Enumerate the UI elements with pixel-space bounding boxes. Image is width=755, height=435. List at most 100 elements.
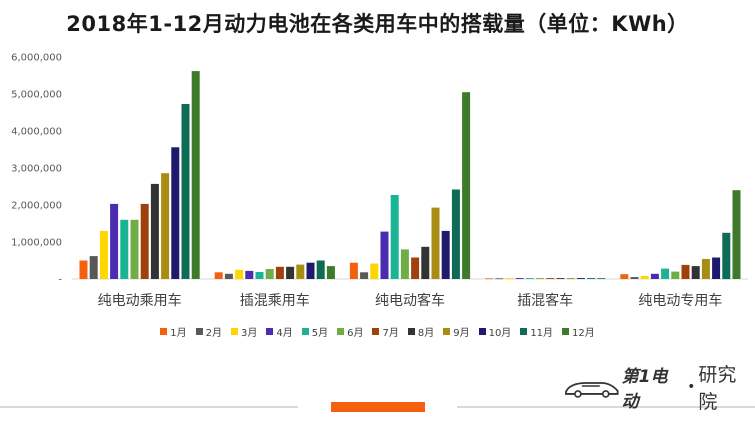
legend-item: 4月 bbox=[266, 324, 293, 339]
bar bbox=[421, 246, 430, 279]
y-tick-label: 5,000,000 bbox=[11, 90, 62, 101]
bar bbox=[630, 277, 639, 279]
legend-label: 4月 bbox=[276, 327, 293, 339]
legend-swatch bbox=[160, 327, 168, 335]
bar bbox=[390, 195, 399, 279]
legend-label: 12月 bbox=[572, 327, 595, 339]
bar bbox=[306, 262, 315, 279]
y-tick-label: 1,000,000 bbox=[11, 238, 62, 249]
bar bbox=[181, 104, 190, 279]
bar bbox=[495, 278, 504, 280]
bar bbox=[140, 203, 149, 279]
legend-item: 11月 bbox=[520, 324, 553, 339]
legend-label: 6月 bbox=[347, 327, 364, 339]
legend-item: 2月 bbox=[195, 324, 222, 339]
legend-item: 9月 bbox=[443, 324, 470, 339]
bar bbox=[691, 266, 700, 279]
bar bbox=[360, 272, 369, 279]
bar bbox=[171, 147, 180, 279]
bar bbox=[525, 278, 534, 279]
legend-swatch bbox=[372, 327, 380, 335]
legend-swatch bbox=[195, 327, 203, 335]
bar bbox=[161, 173, 170, 279]
bars bbox=[79, 71, 741, 280]
brand-logo: 第1电动 • 研究院 bbox=[562, 364, 755, 413]
legend-item: 6月 bbox=[337, 324, 363, 339]
legend-swatch bbox=[520, 327, 528, 335]
legend-swatch bbox=[230, 327, 238, 335]
legend-label: 5月 bbox=[311, 327, 329, 339]
brand-sub: 研究院 bbox=[698, 364, 737, 413]
bar bbox=[224, 273, 233, 279]
bar bbox=[701, 259, 710, 279]
legend-label: 1月 bbox=[170, 327, 187, 339]
bar bbox=[130, 219, 139, 279]
bar bbox=[110, 203, 119, 279]
legend-item: 3月 bbox=[230, 324, 258, 339]
legend-label: 10月 bbox=[488, 327, 512, 339]
y-tick-label: 3,000,000 bbox=[11, 164, 62, 175]
bar bbox=[681, 264, 690, 279]
bar bbox=[380, 231, 389, 279]
y-tick-label: - bbox=[58, 275, 62, 286]
legend-item: 12月 bbox=[562, 324, 595, 339]
bar bbox=[326, 266, 335, 279]
legend-label: 8月 bbox=[417, 327, 435, 339]
legend-label: 3月 bbox=[240, 327, 258, 339]
brand-name: 第1电动 bbox=[621, 367, 668, 412]
x-tick-label: 插混客车 bbox=[517, 292, 573, 309]
bar bbox=[400, 249, 409, 279]
bar bbox=[120, 219, 129, 279]
legend: 1月 2月 3月 4月 5月 6月 7月 8月 9月 10月 11月 12月 bbox=[0, 322, 755, 340]
bar bbox=[275, 266, 284, 279]
x-tick-label: 纯电动乘用车 bbox=[98, 292, 182, 309]
bar bbox=[536, 278, 545, 279]
legend-swatch bbox=[562, 327, 570, 335]
legend-swatch bbox=[443, 327, 451, 335]
bar bbox=[576, 278, 585, 279]
brand-separator: • bbox=[687, 379, 696, 395]
legend-item: 5月 bbox=[301, 324, 329, 339]
bar bbox=[296, 264, 305, 279]
legend-label: 11月 bbox=[530, 327, 554, 339]
car-icon bbox=[565, 382, 619, 398]
bar bbox=[451, 189, 460, 279]
bar bbox=[556, 278, 565, 279]
bar bbox=[99, 230, 108, 279]
x-tick-label: 纯电动客车 bbox=[375, 292, 445, 309]
footer-line-right bbox=[457, 406, 755, 408]
legend-label: 9月 bbox=[453, 327, 470, 339]
legend-swatch bbox=[337, 327, 345, 335]
bar bbox=[235, 269, 244, 280]
legend-swatch bbox=[301, 327, 309, 335]
legend-swatch bbox=[407, 327, 415, 335]
y-tick-label: 2,000,000 bbox=[11, 201, 62, 212]
bar bbox=[712, 257, 721, 279]
legend-item: 1月 bbox=[160, 324, 187, 339]
bar bbox=[587, 278, 596, 279]
bar bbox=[191, 71, 200, 279]
bar bbox=[661, 268, 670, 279]
x-axis-labels: 纯电动乘用车 插混乘用车 纯电动客车 插混客车 纯电动专用车 bbox=[98, 292, 723, 309]
bar bbox=[597, 278, 606, 279]
legend-label: 7月 bbox=[382, 327, 399, 339]
bar bbox=[431, 207, 440, 279]
bar bbox=[566, 278, 575, 279]
bar bbox=[150, 183, 159, 279]
bar bbox=[546, 278, 555, 279]
legend-label: 2月 bbox=[205, 327, 222, 339]
bar bbox=[620, 274, 629, 279]
bar bbox=[89, 256, 98, 279]
bar bbox=[245, 270, 254, 279]
bar bbox=[79, 260, 88, 279]
y-axis-labels: - 1,000,000 2,000,000 3,000,000 4,000,000 5,0… bbox=[11, 53, 62, 286]
legend-swatch bbox=[266, 327, 274, 335]
legend-item: 7月 bbox=[372, 324, 399, 339]
bar bbox=[411, 257, 420, 279]
chart-title: 2018年1-12月动力电池在各类用车中的搭载量（单位：KWh） bbox=[66, 12, 689, 36]
legend-item: 10月 bbox=[478, 324, 512, 339]
legend-item: 8月 bbox=[407, 324, 435, 339]
bar bbox=[515, 278, 524, 279]
bar bbox=[316, 260, 325, 279]
